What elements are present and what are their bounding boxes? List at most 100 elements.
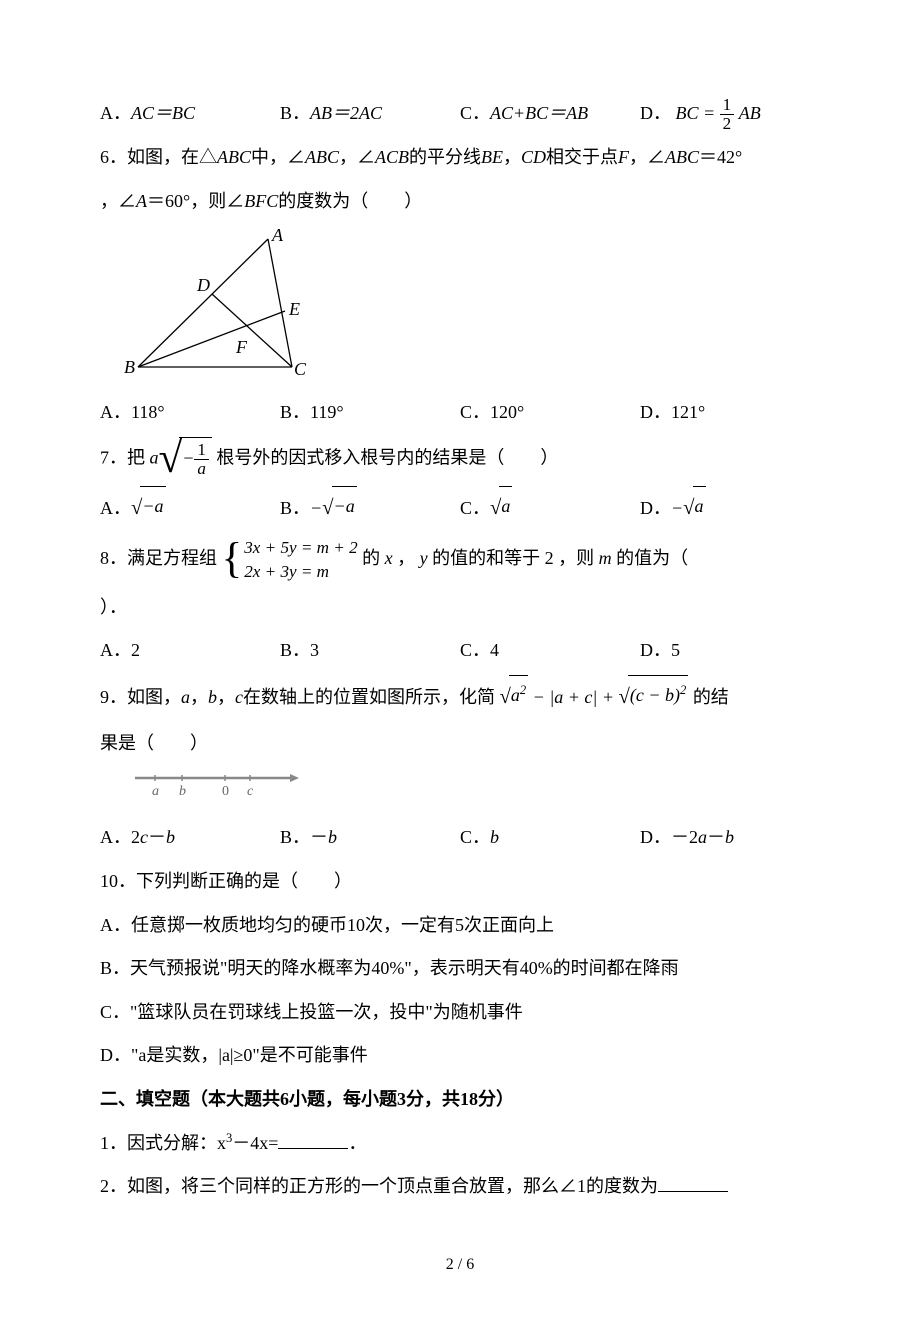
q8-opt-B: B．3 (280, 631, 460, 671)
opt-math-lhs: BC (676, 103, 699, 123)
svg-text:c: c (247, 784, 254, 798)
svg-text:F: F (235, 337, 248, 357)
q7-opt-D: D．−√a (640, 486, 820, 532)
sqrt: √−1a (159, 437, 212, 482)
svg-text:A: A (271, 227, 284, 245)
text: 1．因式分解：x (100, 1133, 226, 1153)
blank-input[interactable] (658, 1173, 728, 1192)
q6-opt-B: B．119° (280, 393, 460, 433)
q9-stem: 9．如图，a，b，c在数轴上的位置如图所示，化简 √a2 − |a + c| +… (100, 675, 820, 721)
text: 根号外的因式移入根号内的结果是（ ） (216, 448, 558, 468)
frac-num: 1 (194, 441, 209, 461)
text: ， (397, 548, 415, 568)
q6-opt-C: C．120° (460, 393, 640, 433)
q9-opt-A: A．2c－b (100, 818, 280, 858)
sec2-q2: 2．如图，将三个同样的正方形的一个顶点重合放置，那么∠1的度数为 (100, 1167, 820, 1207)
opt-math: AC＝BC (131, 103, 195, 123)
text: 的度数为（ ） (278, 191, 422, 211)
frac-den: a (194, 460, 209, 479)
var: y (415, 548, 432, 568)
op: － (148, 827, 166, 847)
op: － (707, 827, 725, 847)
var: a (511, 685, 520, 705)
sqrt: √−a (322, 486, 357, 532)
opt-label: B． (280, 498, 310, 518)
abs: |a + c| (549, 687, 597, 707)
radicand: a (693, 486, 706, 527)
var: a (346, 496, 355, 516)
radicand: a2 (509, 675, 528, 716)
var: c (140, 827, 148, 847)
opt-label: B． (280, 103, 310, 123)
radicand: −a (140, 486, 165, 527)
text: 8．满足方程组 (100, 548, 217, 568)
text: ＝60°，则∠ (147, 191, 244, 211)
q9-opt-C: C．b (460, 818, 640, 858)
equations: 3x + 5y = m + 2 2x + 3y = m (244, 536, 357, 584)
text: 相交于点 (546, 147, 618, 167)
fraction: 1a (194, 441, 209, 480)
section2-title: 二、填空题（本大题共6小题，每小题3分，共18分） (100, 1080, 820, 1120)
text: 6．如图，在△ (100, 147, 217, 167)
text: ＝42° (699, 147, 742, 167)
equation-system: { 3x + 5y = m + 2 2x + 3y = m (222, 536, 358, 584)
q9-opt-D: D．－2a－b (640, 818, 820, 858)
text: －4x= (232, 1133, 278, 1153)
q5-opt-B: B．AB＝2AC (280, 94, 460, 134)
var: BFC (244, 191, 278, 211)
var: m (594, 548, 616, 568)
var: a (181, 687, 190, 707)
opt-math-eq: = (703, 103, 720, 123)
q7-options: A．√−a B．−√−a C．√a D．−√a (100, 486, 820, 532)
frac-num: 1 (720, 96, 735, 116)
text: 7．把 (100, 448, 145, 468)
opt-label: D． (640, 103, 671, 123)
eq2: 2x + 3y = m (244, 560, 357, 584)
q8-opt-A: A．2 (100, 631, 280, 671)
var: ABC (305, 147, 339, 167)
svg-text:0: 0 (222, 784, 229, 798)
q6-stem-line1: 6．如图，在△ABC中，∠ABC，∠ACB的平分线BE，CD相交于点F，∠ABC… (100, 138, 820, 178)
text: ，∠ (629, 147, 665, 167)
opt-label: A．2 (100, 827, 140, 847)
opt-label: D． (640, 498, 671, 518)
radicand: −a (332, 486, 357, 527)
sec2-q1: 1．因式分解：x3－4x=． (100, 1124, 820, 1164)
svg-text:E: E (288, 299, 300, 319)
var: b (208, 687, 217, 707)
var: a (695, 496, 704, 516)
text: 的 (362, 548, 380, 568)
radicand: −1a (179, 437, 212, 482)
opt-label: A． (100, 103, 131, 123)
q8-opt-D: D．5 (640, 631, 820, 671)
opt-label: C． (460, 827, 490, 847)
blank-input[interactable] (278, 1130, 348, 1149)
opt-label: C． (460, 498, 490, 518)
neg: − (334, 496, 346, 516)
q6-stem-line2: ，∠A＝60°，则∠BFC的度数为（ ） (100, 182, 820, 222)
neg: − (310, 498, 322, 518)
opt-label: C． (460, 103, 490, 123)
neg: − (182, 448, 194, 468)
opt-label: D．－2 (640, 827, 698, 847)
opt-label: B．－ (280, 827, 328, 847)
page-footer: 2 / 6 (100, 1247, 820, 1282)
text: 的平分线 (409, 147, 481, 167)
svg-text:B: B (124, 357, 135, 377)
neg: − (671, 498, 683, 518)
radicand: a (499, 486, 512, 527)
var: x (380, 548, 397, 568)
svg-text:b: b (179, 784, 186, 798)
q6-opt-A: A．118° (100, 393, 280, 433)
q10-opt-D: D．"a是实数，|a|≥0"是不可能事件 (100, 1036, 820, 1076)
q10-opt-C: C．"篮球队员在罚球线上投篮一次，投中"为随机事件 (100, 993, 820, 1033)
text: ， (503, 147, 521, 167)
var: a (155, 496, 164, 516)
opt-math: AC+BC＝AB (490, 103, 588, 123)
var: F (618, 147, 629, 167)
var: BE (481, 147, 503, 167)
var: ABC (217, 147, 251, 167)
sqrt: √a (683, 486, 705, 532)
var: a (698, 827, 707, 847)
op: − (533, 687, 550, 707)
